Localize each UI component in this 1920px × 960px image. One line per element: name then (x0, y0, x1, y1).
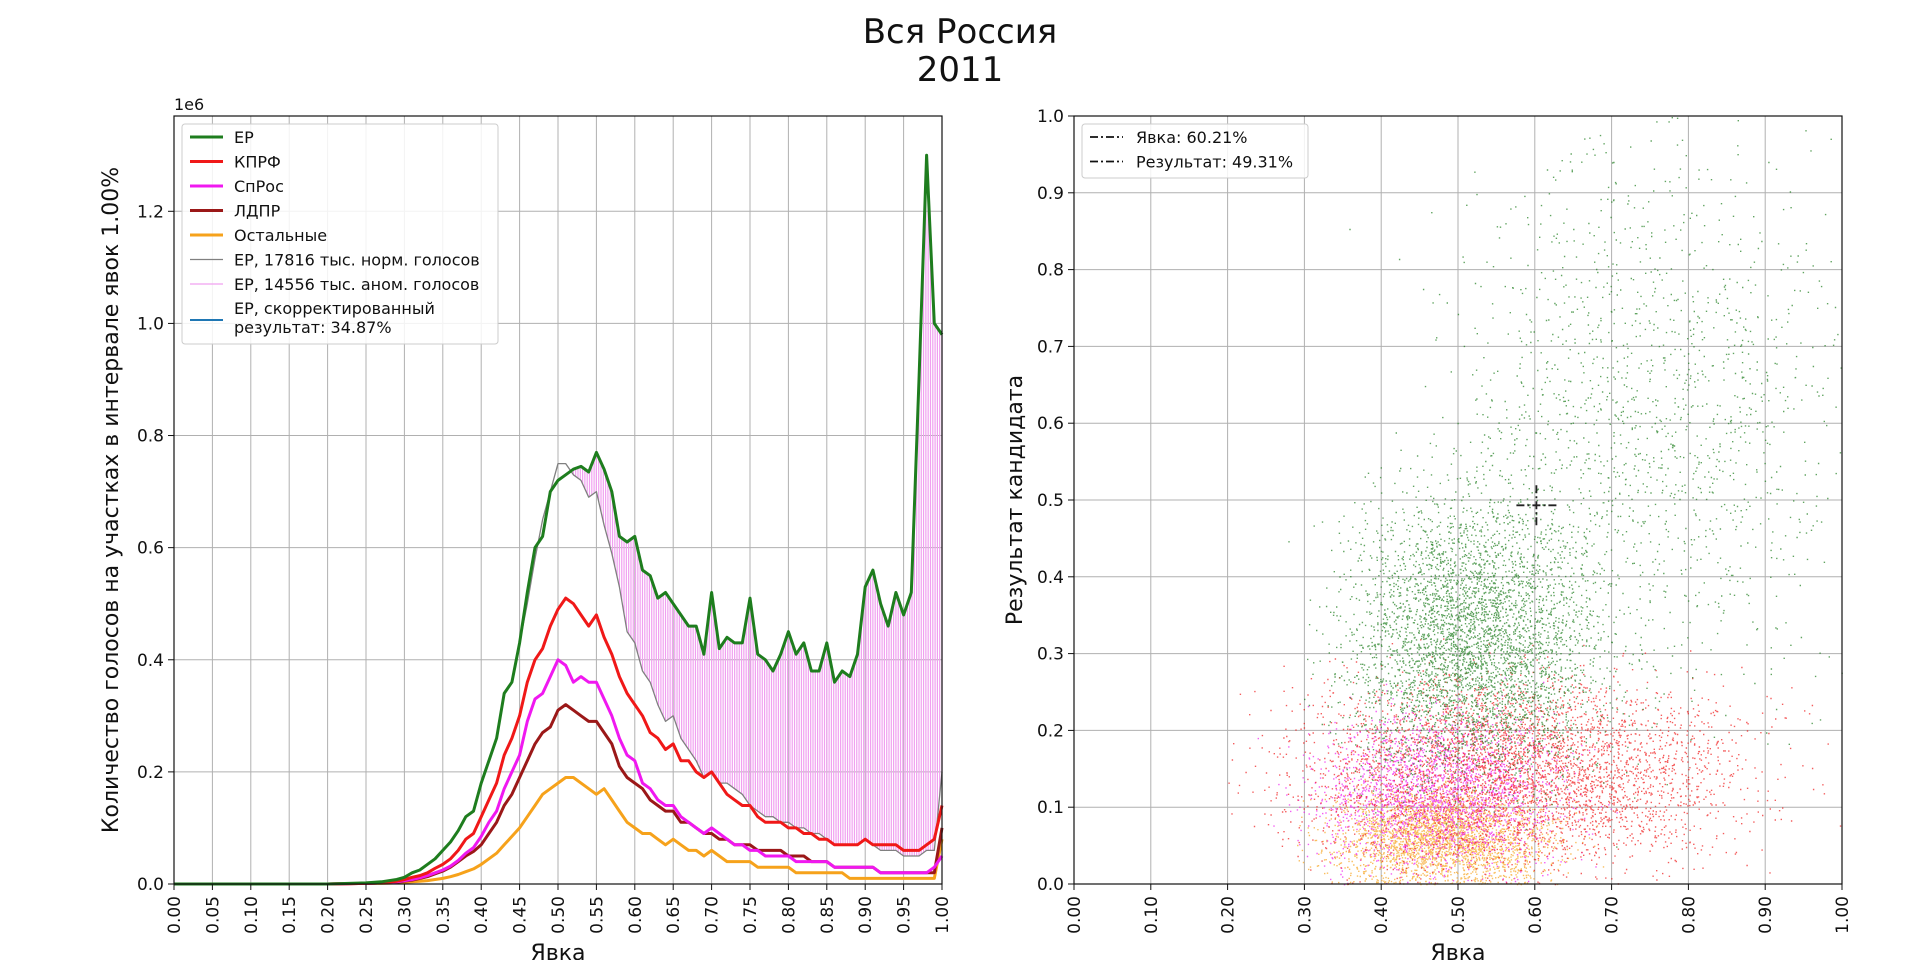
scatter-y-label: Результат кандидата (1003, 375, 1028, 625)
legend-label-result: Результат: 49.31% (1136, 153, 1293, 172)
histogram-x-tick-label: 0.90 (856, 896, 876, 934)
scatter-cluster-kprf (1228, 638, 1842, 886)
scatter-points (1228, 117, 1843, 886)
scatter-x-tick-label: 0.20 (1219, 896, 1239, 934)
histogram-x-tick-label: 0.85 (818, 896, 838, 934)
series-line-other (174, 776, 944, 886)
histogram-y-tick-label: 0.8 (137, 427, 164, 447)
scatter-y-tick-label: 0.9 (1037, 184, 1064, 204)
series-line-spros (174, 658, 944, 886)
histogram-y-tick-label: 0.0 (137, 875, 164, 895)
histogram-x-tick-label: 0.95 (895, 896, 915, 934)
histogram-x-tick-label: 0.60 (626, 896, 646, 934)
histogram-x-tick-label: 0.20 (319, 896, 339, 934)
histogram-y-tick-label: 1.2 (137, 202, 164, 222)
scatter-x-tick-label: 0.60 (1526, 896, 1546, 934)
histogram-x-tick-label: 0.10 (242, 896, 262, 934)
legend-label-er-corrected: ЕР, скорректированный (234, 299, 435, 318)
scatter-x-tick-label: 0.00 (1065, 896, 1085, 934)
histogram-y-label: Количество голосов на участках в интерва… (99, 167, 124, 833)
histogram-x-tick-label: 0.65 (664, 896, 684, 934)
scatter-grid (1073, 115, 1843, 885)
scatter-x-ticks: 0.00 0.10 0.20 0.30 0.40 0.50 0.60 0.70 0.80 0.90… (1065, 884, 1853, 934)
scatter-y-tick-label: 0.4 (1037, 568, 1064, 588)
scatter-x-tick-label: 0.50 (1449, 896, 1469, 934)
histogram-x-ticks: 0.00 0.05 0.10 0.15 0.20 0.25 0.30 0.35 0.40 0.45… (165, 884, 953, 934)
result-crosshair-marker (1516, 485, 1557, 526)
histogram-x-tick-label: 0.50 (549, 896, 569, 934)
scatter-legend-box (1081, 123, 1309, 179)
histogram-y-tick-label: 0.6 (137, 539, 164, 559)
scatter-y-tick-label: 0.2 (1037, 721, 1064, 741)
legend-label-kprf: КПРФ (234, 153, 281, 172)
scatter-y-tick-label: 0.1 (1037, 798, 1064, 818)
scatter-y-tick-label: 0.8 (1037, 261, 1064, 281)
histogram-x-tick-label: 0.25 (357, 896, 377, 934)
scatter-x-tick-label: 0.70 (1603, 896, 1623, 934)
histogram-x-tick-label: 0.30 (395, 896, 415, 934)
histogram-y-tick-label: 0.4 (137, 651, 164, 671)
scatter-x-tick-label: 0.40 (1372, 896, 1392, 934)
histogram-legend: ЕР КПРФ СпРос ЛДПР Остальные ЕР, 17816 т… (181, 123, 499, 345)
histogram-x-tick-label: 0.75 (741, 896, 761, 934)
scatter-y-tick-label: 0.3 (1037, 645, 1064, 665)
scatter-legend: Явка: 60.21% Результат: 49.31% (1081, 123, 1309, 179)
legend-label-spros: СпРос (234, 177, 284, 196)
histogram-x-tick-label: 0.15 (280, 896, 300, 934)
figure-title-line-2: 2011 (917, 50, 1004, 90)
legend-label-er-corrected-2: результат: 34.87% (234, 318, 392, 337)
histogram-x-tick-label: 0.35 (434, 896, 454, 934)
histogram-y-ticks: 0.0 0.2 0.4 0.6 0.8 1.0 1.2 (137, 202, 174, 895)
histogram-x-label: Явка (530, 941, 585, 960)
histogram-x-tick-label: 1.00 (933, 896, 953, 934)
scatter-x-tick-label: 0.10 (1142, 896, 1162, 934)
anomaly-hatch-group (522, 177, 943, 856)
histogram-lines (174, 153, 944, 886)
series-line-er (174, 153, 944, 886)
legend-label-other: Остальные (234, 226, 327, 245)
legend-label-ldpr: ЛДПР (234, 202, 281, 221)
scatter-panel: 0.00 0.10 0.20 0.30 0.40 0.50 0.60 0.70 0.80 0.90… (1003, 107, 1853, 960)
scatter-y-tick-label: 0.6 (1037, 414, 1064, 434)
histogram-legend-box (181, 123, 499, 345)
scatter-y-ticks: 0.0 0.1 0.2 0.3 0.4 0.5 0.6 0.7 0.8 0.9 1.0 (1037, 107, 1074, 895)
scatter-x-tick-label: 0.90 (1756, 896, 1776, 934)
legend-label-er: ЕР (234, 128, 254, 147)
histogram-x-tick-label: 0.55 (587, 896, 607, 934)
histogram-x-tick-label: 0.80 (779, 896, 799, 934)
scatter-x-tick-label: 1.00 (1833, 896, 1853, 934)
histogram-x-tick-label: 0.00 (165, 896, 185, 934)
scatter-y-tick-label: 0.0 (1037, 875, 1064, 895)
scatter-x-tick-label: 0.80 (1679, 896, 1699, 934)
series-line-kprf (174, 596, 944, 886)
scatter-y-tick-label: 0.5 (1037, 491, 1064, 511)
histogram-y-tick-label: 1.0 (137, 314, 164, 334)
scatter-y-tick-label: 1.0 (1037, 107, 1064, 127)
histogram-panel: 0.00 0.05 0.10 0.15 0.20 0.25 0.30 0.35 0.40 0.45… (99, 95, 953, 960)
scatter-x-tick-label: 0.30 (1295, 896, 1315, 934)
histogram-x-tick-label: 0.05 (203, 896, 223, 934)
scatter-y-tick-label: 0.7 (1037, 337, 1064, 357)
histogram-x-tick-label: 0.45 (511, 896, 531, 934)
legend-label-er-anom: ЕР, 14556 тыс. аном. голосов (234, 275, 479, 294)
histogram-y-offset: 1e6 (174, 95, 204, 114)
legend-label-turnout: Явка: 60.21% (1136, 128, 1248, 147)
figure-title-line-1: Вся Россия (863, 12, 1058, 52)
legend-label-er-norm: ЕР, 17816 тыс. норм. голосов (234, 251, 480, 270)
histogram-x-tick-label: 0.40 (472, 896, 492, 934)
histogram-x-tick-label: 0.70 (703, 896, 723, 934)
scatter-x-label: Явка (1430, 941, 1485, 960)
histogram-y-tick-label: 0.2 (137, 763, 164, 783)
